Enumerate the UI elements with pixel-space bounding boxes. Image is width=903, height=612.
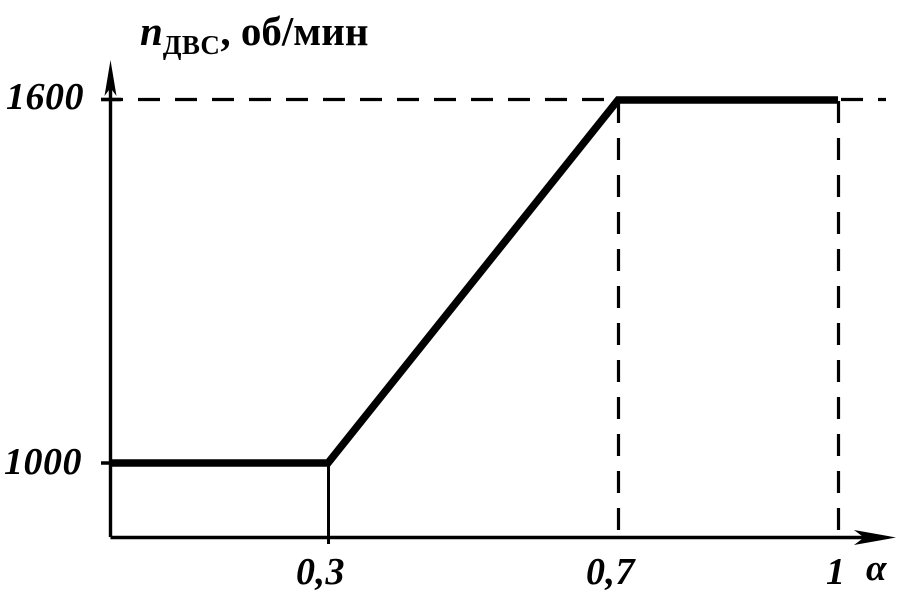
x-axis-title: α [866, 548, 887, 589]
y-axis-title-symbol: n [140, 8, 163, 54]
x-axis-arrowhead-icon [854, 530, 896, 545]
y-tick-label-1000: 1000 [4, 441, 82, 483]
y-axis-title: nДВС, об/мин [140, 11, 368, 59]
data-series-line [109, 96, 838, 467]
x-tick-label-03: 0,3 [296, 551, 345, 593]
y-axis-arrowhead-icon [104, 60, 117, 96]
y-tick-label-1600: 1600 [6, 76, 84, 118]
y-axis-title-unit: об/мин [240, 8, 369, 54]
x-tick-label-1: 1 [826, 551, 846, 593]
x-tick-label-07: 0,7 [586, 551, 635, 593]
y-axis-title-subscript: ДВС [162, 29, 221, 60]
y-axis-title-separator: , [220, 8, 231, 54]
